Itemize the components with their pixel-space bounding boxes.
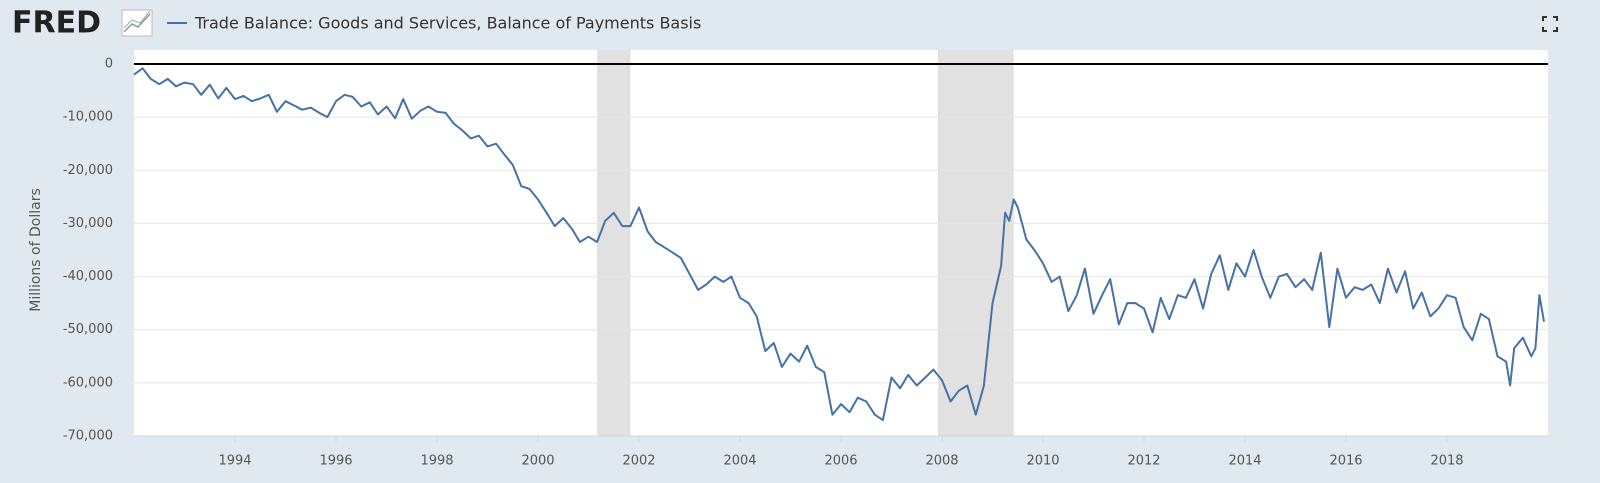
y-tick-label: -70,000 (63, 429, 113, 444)
recession-band (937, 50, 1014, 436)
x-tick-label: 2018 (1430, 454, 1463, 469)
logo-icon (121, 9, 153, 37)
y-tick-label: -30,000 (63, 216, 113, 231)
x-tick-label: 2012 (1127, 454, 1160, 469)
y-tick-label: -20,000 (63, 163, 113, 178)
x-tick-label: 2006 (824, 454, 857, 469)
y-axis-label: Millions of Dollars (28, 188, 44, 312)
plot-area (134, 50, 1548, 436)
logo: FRED (12, 6, 101, 41)
x-tick-label: 2016 (1329, 454, 1362, 469)
x-tick-label: 2004 (723, 454, 756, 469)
y-tick-label: -40,000 (63, 269, 113, 284)
x-tick-label: 1998 (420, 454, 453, 469)
x-tick-label: 2010 (1026, 454, 1059, 469)
x-tick-label: 1994 (218, 454, 251, 469)
y-tick-label: -60,000 (63, 375, 113, 390)
legend-label: Trade Balance: Goods and Services, Balan… (194, 14, 701, 33)
recession-band (597, 50, 631, 436)
x-tick-label: 2014 (1228, 454, 1261, 469)
x-tick-label: 2002 (622, 454, 655, 469)
y-tick-label: -10,000 (63, 110, 113, 125)
x-tick-label: 1996 (319, 454, 352, 469)
series-line (133, 67, 1545, 422)
x-tick-label: 2000 (521, 454, 554, 469)
y-tick-label: 0 (105, 57, 113, 72)
x-tick-label: 2008 (925, 454, 958, 469)
y-tick-label: -50,000 (63, 322, 113, 337)
fullscreen-icon[interactable] (1542, 16, 1558, 32)
